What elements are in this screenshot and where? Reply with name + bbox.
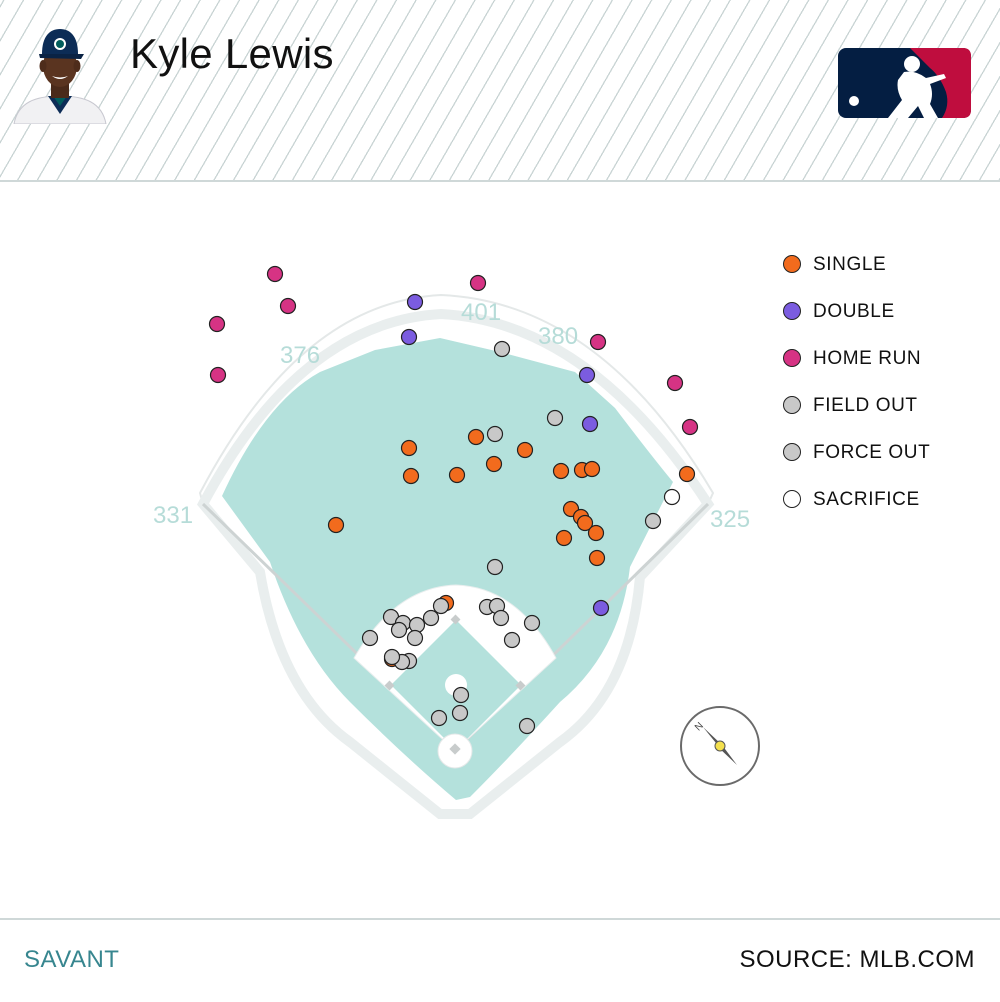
legend-label-sacrifice: SACRIFICE [813, 489, 920, 510]
batted-ball-field-out [452, 686, 470, 704]
batted-ball-home-run [589, 333, 607, 351]
legend: SINGLE DOUBLE HOME RUN FIELD OUT FORCE O… [783, 245, 993, 527]
batted-ball-field-out [361, 629, 379, 647]
batted-ball-double [592, 599, 610, 617]
batted-ball-single [552, 462, 570, 480]
legend-swatch-field-out [783, 396, 801, 414]
batted-ball-double [581, 415, 599, 433]
batted-ball-home-run [209, 366, 227, 384]
batted-ball-field-out [422, 609, 440, 627]
distance-right-field: 325 [710, 506, 750, 533]
batted-ball-home-run [469, 274, 487, 292]
batted-ball-field-out [503, 631, 521, 649]
legend-item-home-run: HOME RUN [783, 339, 993, 386]
header-banner: Kyle Lewis [0, 0, 1000, 182]
batted-ball-field-out [390, 621, 408, 639]
batted-ball-single [327, 516, 345, 534]
batted-ball-double [406, 293, 424, 311]
batted-ball-home-run [266, 265, 284, 283]
batted-ball-single [485, 455, 503, 473]
batted-ball-field-out [406, 629, 424, 647]
batted-ball-field-out [644, 512, 662, 530]
batted-ball-single [587, 524, 605, 542]
legend-swatch-double [783, 302, 801, 320]
legend-label-home-run: HOME RUN [813, 348, 922, 369]
mlb-logo-icon [838, 48, 971, 118]
spray-chart: 331 376 401 380 325 N [0, 182, 1000, 918]
legend-swatch-force-out [783, 443, 801, 461]
batted-ball-single [583, 460, 601, 478]
legend-item-sacrifice: SACRIFICE [783, 480, 993, 527]
batted-ball-single [588, 549, 606, 567]
legend-swatch-sacrifice [783, 490, 801, 508]
legend-label-force-out: FORCE OUT [813, 442, 931, 463]
batted-ball-home-run [666, 374, 684, 392]
legend-item-single: SINGLE [783, 245, 993, 292]
batted-ball-field-out [518, 717, 536, 735]
compass-icon: N [680, 706, 760, 786]
batted-ball-field-out [493, 340, 511, 358]
distance-left-center: 376 [280, 342, 320, 369]
batted-ball-field-out [486, 558, 504, 576]
batted-ball-single [678, 465, 696, 483]
legend-item-field-out: FIELD OUT [783, 386, 993, 433]
batted-ball-sacrifice [663, 488, 681, 506]
distance-left-field: 331 [153, 502, 193, 529]
legend-swatch-single [783, 255, 801, 273]
batted-ball-single [467, 428, 485, 446]
batted-ball-field-out [546, 409, 564, 427]
warning-track-outline [196, 308, 715, 819]
player-headshot-icon [10, 18, 110, 125]
batted-ball-field-out [432, 597, 450, 615]
batted-ball-field-out [486, 425, 504, 443]
distance-right-center: 380 [538, 323, 578, 350]
batted-ball-single [448, 466, 466, 484]
batted-ball-home-run [208, 315, 226, 333]
distance-center-field: 401 [461, 299, 501, 326]
savant-link[interactable]: SAVANT [24, 946, 120, 973]
batted-ball-home-run [681, 418, 699, 436]
batted-ball-double [400, 328, 418, 346]
batted-ball-field-out [430, 709, 448, 727]
batted-ball-single [402, 467, 420, 485]
footer: SAVANT SOURCE: MLB.COM [0, 918, 1000, 1002]
batted-balls [208, 265, 699, 735]
source-label: SOURCE: MLB.COM [739, 946, 975, 973]
legend-label-field-out: FIELD OUT [813, 395, 918, 416]
legend-label-single: SINGLE [813, 254, 887, 275]
player-name: Kyle Lewis [130, 30, 334, 77]
batted-ball-single [400, 439, 418, 457]
legend-item-double: DOUBLE [783, 292, 993, 339]
batted-ball-field-out [451, 704, 469, 722]
batted-ball-single [576, 514, 594, 532]
batted-ball-double [578, 366, 596, 384]
batted-ball-single [516, 441, 534, 459]
batted-ball-home-run [279, 297, 297, 315]
batted-ball-field-out [383, 648, 401, 666]
legend-item-force-out: FORCE OUT [783, 433, 993, 480]
legend-swatch-home-run [783, 349, 801, 367]
outfield-grass [222, 338, 673, 800]
legend-label-double: DOUBLE [813, 301, 895, 322]
batted-ball-field-out [492, 609, 510, 627]
batted-ball-field-out [523, 614, 541, 632]
batted-ball-single [555, 529, 573, 547]
